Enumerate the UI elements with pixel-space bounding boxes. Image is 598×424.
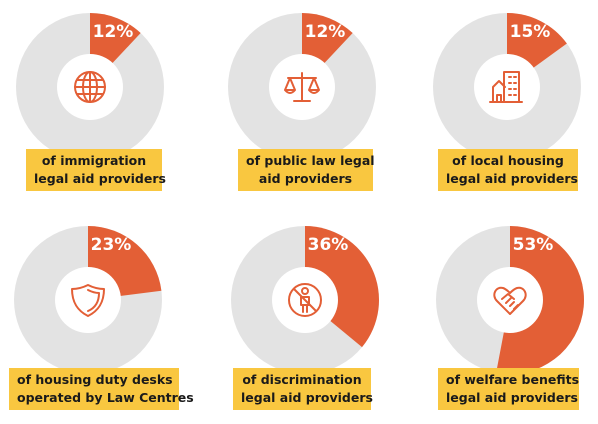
label-immigration: of immigration legal aid providers <box>26 149 166 191</box>
shield-icon <box>71 284 105 317</box>
donut-hole <box>474 54 540 120</box>
scales-icon <box>284 72 320 102</box>
label-discrimination: of discrimination legal aid providers <box>233 368 373 410</box>
label-welfare-benefits: of welfare benefits legal aid providers <box>438 368 579 410</box>
donut-2: 12% <box>228 13 376 161</box>
label-housing-duty-desks: of housing duty desks operated by Law Ce… <box>9 368 194 410</box>
label-public-law: of public law legal aid providers <box>238 149 375 191</box>
no-person-icon <box>288 283 322 317</box>
donut-6: 53% <box>436 226 584 374</box>
percent-label: 36% <box>308 235 349 255</box>
percent-label: 23% <box>91 235 132 255</box>
donut-slice <box>305 226 380 348</box>
donut-5: 36% <box>231 226 380 374</box>
percent-label: 53% <box>513 235 554 255</box>
building-icon <box>489 71 523 103</box>
percent-label: 15% <box>510 22 551 42</box>
donut-hole <box>55 267 121 333</box>
heart-handshake-icon <box>493 286 527 315</box>
label-local-housing: of local housing legal aid providers <box>438 149 578 191</box>
donut-4: 23% <box>14 226 162 374</box>
globe-icon <box>74 71 106 103</box>
percent-label: 12% <box>305 22 346 42</box>
donut-3: 15% <box>433 13 581 161</box>
donut-1: 12% <box>16 13 164 161</box>
percent-label: 12% <box>93 22 134 42</box>
